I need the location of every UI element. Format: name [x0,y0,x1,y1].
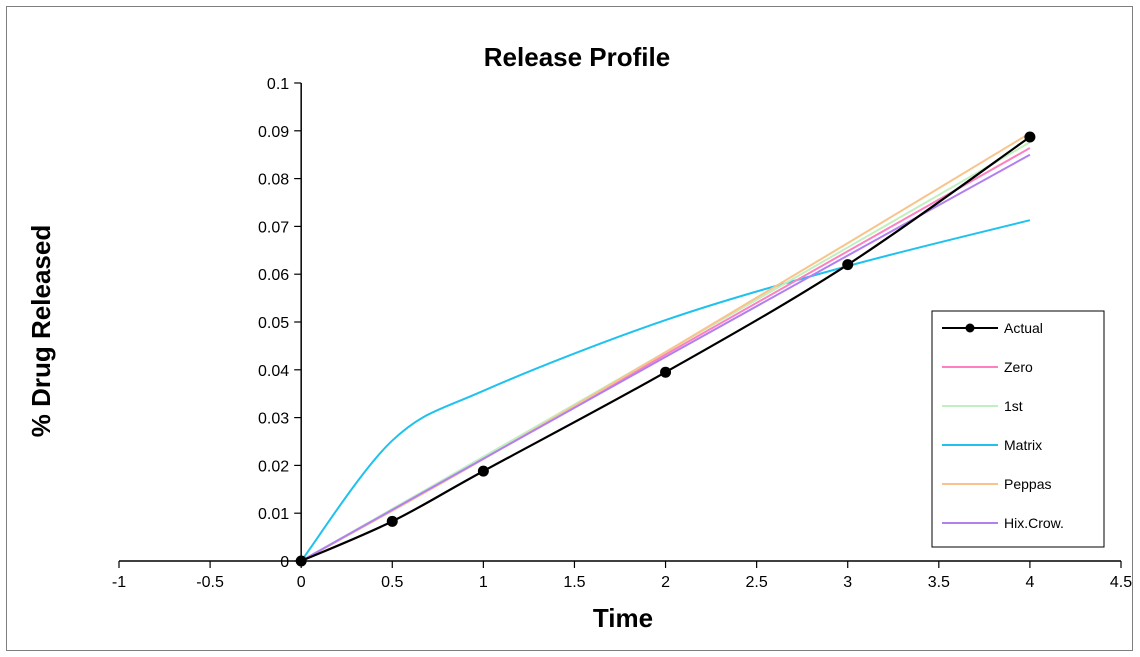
x-tick-label: -0.5 [196,574,224,591]
data-point-actual [842,259,853,270]
data-point-actual [660,367,671,378]
x-tick-label: 1 [479,574,488,591]
legend-label-peppas: Peppas [1004,476,1051,492]
y-tick-label: 0.09 [258,124,289,141]
y-tick-label: 0.1 [267,76,289,93]
data-point-actual [1024,132,1035,143]
series-line-peppas [301,133,1030,561]
x-tick-label: 2.5 [746,574,768,591]
x-tick-label: -1 [112,574,126,591]
x-tick-label: 2 [661,574,670,591]
x-tick-label: 3 [843,574,852,591]
legend-label-matrix: Matrix [1004,437,1042,453]
x-tick-label: 4 [1025,574,1034,591]
legend-box [932,311,1104,547]
x-axis-title: Time [593,603,653,633]
legend-label-actual: Actual [1004,320,1043,336]
legend-label-1st: 1st [1004,398,1023,414]
y-tick-label: 0.02 [258,458,289,475]
x-tick-label: 3.5 [928,574,950,591]
y-tick-label: 0.07 [258,219,289,236]
y-tick-label: 0.01 [258,506,289,523]
series-line-matrix [301,220,1030,561]
y-tick-label: 0 [280,554,289,571]
y-tick-label: 0.06 [258,267,289,284]
y-tick-label: 0.05 [258,315,289,332]
legend-label-zero: Zero [1004,359,1033,375]
y-tick-label: 0.08 [258,172,289,189]
x-tick-label: 4.5 [1110,574,1132,591]
data-point-actual [296,556,307,567]
data-point-actual [478,466,489,477]
legend-marker-actual [966,324,975,333]
plot-area [296,132,1036,567]
x-tick-label: 0.5 [381,574,403,591]
y-tick-label: 0.04 [258,363,289,380]
x-tick-label: 0 [297,574,306,591]
data-point-actual [387,516,398,527]
y-axis-title: % Drug Released [26,225,56,437]
legend-label-hix-crow: Hix.Crow. [1004,515,1064,531]
chart-title: Release Profile [484,42,670,72]
x-tick-label: 1.5 [563,574,585,591]
legend: Actual Zero 1st Matrix Peppas Hix.Crow. [932,311,1104,547]
y-tick-label: 0.03 [258,411,289,428]
